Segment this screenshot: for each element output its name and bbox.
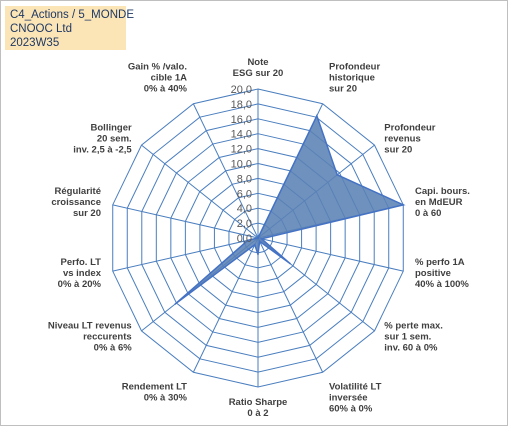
axis-label: Gain % /valo. cible 1A 0% à 40% (128, 62, 188, 95)
axis-label: Volatilité LT inversée 60% à 0% (329, 381, 382, 414)
data-point (247, 239, 249, 242)
axis-label-line: inversée (329, 392, 368, 403)
axis-label-line: 40% à 100% (415, 279, 469, 290)
data-series-area (174, 113, 406, 305)
radial-tick-label: 20,0 (231, 84, 252, 96)
axis-label-line: inv. 60 à 0% (384, 343, 438, 354)
data-point (289, 262, 291, 265)
axis-label: Rendement LT 0% à 30% (122, 381, 188, 403)
radial-tick-label: 6,0 (237, 188, 252, 200)
data-point (316, 115, 318, 117)
axis-label-line: 0 à 60 (415, 208, 441, 219)
axis-label: Capi. bours. en MdEUR 0 à 60 (415, 186, 470, 219)
axis-label: Profondeur revenus sur 20 (384, 122, 435, 155)
axis-label-line: 60% à 0% (329, 403, 373, 414)
axis-label-line: sur 20 (384, 144, 412, 155)
radial-tick-label: 16,0 (231, 114, 252, 126)
axis-label-line: 20 sem. (97, 133, 132, 144)
data-point (402, 204, 405, 206)
axis-label-line: positive (415, 268, 451, 279)
axis-label-line: Régularité (55, 186, 101, 197)
axis-label-line: 0 à 2 (247, 408, 268, 419)
axis-spoke (112, 204, 259, 239)
axis-spoke (112, 237, 259, 272)
axis-spoke (257, 237, 404, 272)
radial-tick-label: 2,0 (237, 218, 252, 230)
axis-label: Régularité croissance sur 20 (51, 186, 101, 219)
axis-label: Profondeur historique sur 20 (329, 62, 380, 95)
axis-spoke (257, 237, 324, 373)
data-point (174, 303, 177, 305)
axis-label: Bollinger 20 sem. inv. 2,5 à -2,5 (73, 122, 132, 155)
axis-label-line: ESG sur 20 (233, 68, 284, 79)
axis-label-line: Profondeur (329, 62, 380, 73)
axis-label-line: Perfo. LT (61, 257, 102, 268)
axis-label: % perte max. sur 1 sem. inv. 60 à 0% (384, 321, 443, 354)
axis-spoke (192, 237, 259, 373)
axis-label: Note ESG sur 20 (233, 57, 284, 79)
data-point (336, 174, 339, 176)
axis-label-line: Profondeur (384, 122, 435, 133)
axis-label-line: reccurents (83, 332, 132, 343)
axis-label: Niveau LT revenus reccurents 0% à 6% (48, 321, 132, 354)
axis-label-line: % perte max. (384, 321, 443, 332)
axis-label-line: inv. 2,5 à -2,5 (73, 144, 132, 155)
axis-spoke (192, 103, 259, 239)
axis-label: % perfo 1A positive 40% à 100% (415, 257, 469, 290)
axis-label-line: sur 1 sem. (384, 332, 431, 343)
title-line-1: C4_Actions / 5_MONDE (10, 9, 134, 21)
axis-label-line: 0% à 6% (94, 343, 133, 354)
axis-label-line: Niveau LT revenus (48, 321, 132, 332)
radial-tick-label: 14,0 (231, 129, 252, 141)
chart-title-box: C4_Actions / 5_MONDE CNOOC Ltd 2023W35 (5, 6, 134, 50)
data-point (260, 238, 263, 240)
axis-label-line: Gain % /valo. (128, 62, 187, 73)
axis-label-line: Ratio Sharpe (229, 397, 288, 408)
axis-label-line: Volatilité LT (329, 381, 382, 392)
axis-label-line: 0% à 40% (144, 84, 188, 95)
axis-label-line: croissance (51, 197, 101, 208)
axis-label-line: Rendement LT (122, 381, 187, 392)
axis-label-line: 0% à 30% (144, 392, 188, 403)
axis-label-line: Note (247, 57, 268, 68)
radial-tick-label: 4,0 (237, 203, 252, 215)
axis-label-line: sur 20 (73, 208, 101, 219)
axis-spoke (141, 144, 259, 239)
data-point (253, 243, 256, 246)
axis-label: Ratio Sharpe 0 à 2 (229, 397, 288, 419)
radial-tick-label: 8,0 (237, 173, 252, 185)
title-line-3: 2023W35 (10, 37, 60, 49)
axis-label-line: historique (329, 73, 375, 84)
axis-label-line: sur 20 (329, 84, 357, 95)
axis-label-line: en MdEUR (415, 197, 463, 208)
axis-label-line: revenus (384, 133, 420, 144)
axis-label-line: cible 1A (151, 73, 188, 84)
axis-label-line: % perfo 1A (415, 257, 465, 268)
title-line-2: CNOOC Ltd (10, 23, 72, 35)
data-point (257, 253, 259, 256)
axis-label-line: Capi. bours. (415, 186, 470, 197)
radial-tick-label: 0,0 (237, 233, 252, 245)
axis-label-line: vs index (63, 268, 102, 279)
radial-tick-label: 10,0 (231, 159, 252, 171)
radial-tick-label: 18,0 (231, 99, 252, 111)
axis-label-line: 0% à 20% (58, 279, 102, 290)
radial-tick-label: 12,0 (231, 144, 252, 156)
data-point (258, 240, 261, 243)
axis-label-line: Bollinger (91, 122, 132, 133)
axis-label: Perfo. LT vs index 0% à 20% (58, 257, 102, 290)
data-point (257, 237, 259, 239)
